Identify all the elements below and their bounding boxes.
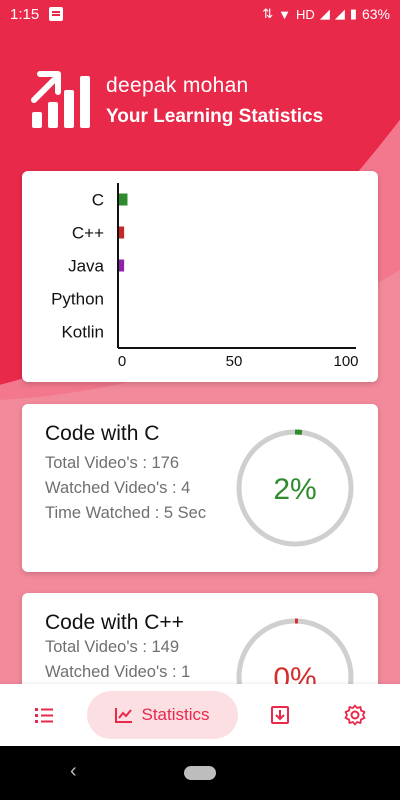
progress-ring-arc xyxy=(236,618,354,736)
progress-ring: 2% xyxy=(236,429,354,547)
nav-courses-button[interactable] xyxy=(20,684,70,746)
x-tick-label: 50 xyxy=(226,353,243,370)
notification-icon xyxy=(49,7,64,21)
nav-settings-button[interactable] xyxy=(330,684,380,746)
course-title: Code with C xyxy=(45,422,160,445)
home-pill[interactable] xyxy=(184,766,216,780)
x-tick-label: 0 xyxy=(118,353,126,370)
watched-videos: Watched Video's : 1 xyxy=(45,663,191,681)
page-header: deepak mohan Your Learning Statistics xyxy=(30,68,323,130)
watched-videos: Watched Video's : 4 xyxy=(45,479,191,497)
bar-c xyxy=(119,193,128,206)
page-title: Your Learning Statistics xyxy=(106,106,324,127)
signal-icon: ◢ xyxy=(319,6,330,21)
status-icons: ⇅ ▼ HD ◢ ◢ ▮ 63% xyxy=(262,6,390,22)
x-tick-label: 100 xyxy=(333,353,358,370)
list-icon xyxy=(35,708,53,723)
total-videos: Total Video's : 176 xyxy=(45,454,180,472)
course-title: Code with C++ xyxy=(45,611,184,634)
download-icon xyxy=(271,706,289,724)
status-time: 1:15 xyxy=(10,5,40,23)
progress-ring-arc xyxy=(236,429,354,547)
course-card-c[interactable]: Code with C Total Video's : 176 Watched … xyxy=(22,404,378,572)
progress-percent: 2% xyxy=(273,473,316,506)
category-label: C xyxy=(92,191,104,210)
gear-icon xyxy=(344,704,366,726)
bar-java xyxy=(119,259,125,272)
vibrate-icon: ⇅ xyxy=(262,6,274,21)
category-label: Python xyxy=(51,290,104,309)
chart-card: C C++ Java Python Kotlin 0 50 100 xyxy=(22,171,378,382)
time-watched: Time Watched : 5 Sec xyxy=(45,504,207,522)
nav-statistics-label: Statistics xyxy=(141,705,210,724)
chart-line-icon xyxy=(115,708,133,723)
statistics-logo-icon xyxy=(31,71,90,128)
network-label: HD xyxy=(296,6,315,22)
back-icon[interactable]: ‹ xyxy=(70,760,77,782)
wifi-icon: ▼ xyxy=(278,6,292,22)
battery-level: 63% xyxy=(361,6,390,22)
system-navigation-bar: ‹ xyxy=(0,746,400,800)
nav-statistics-button[interactable]: Statistics xyxy=(87,691,238,739)
battery-icon: ▮ xyxy=(349,6,357,21)
category-label: Kotlin xyxy=(61,323,104,342)
bottom-navigation: Statistics xyxy=(0,684,400,746)
total-videos: Total Video's : 149 xyxy=(45,638,180,656)
progress-bar-chart: C C++ Java Python Kotlin 0 50 100 xyxy=(51,183,359,370)
bar-cpp xyxy=(119,226,125,239)
category-label: C++ xyxy=(72,224,104,243)
user-name: deepak mohan xyxy=(106,74,249,97)
signal-icon-2: ◢ xyxy=(334,6,345,21)
nav-downloads-button[interactable] xyxy=(255,684,305,746)
category-label: Java xyxy=(68,257,104,276)
status-bar: 1:15 ⇅ ▼ HD ◢ ◢ ▮ 63% xyxy=(0,0,400,28)
